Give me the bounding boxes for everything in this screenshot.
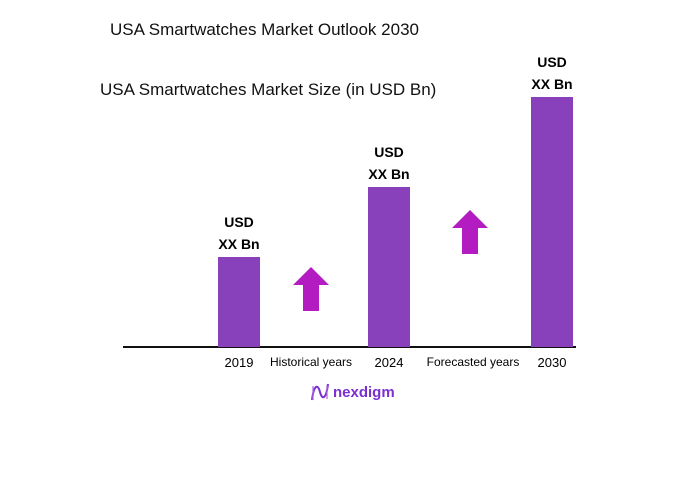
period-label: Forecasted years [427,355,520,369]
bar-2030 [531,97,573,347]
data-label-2019: USD [224,214,254,230]
data-label-2030: XX Bn [531,76,572,92]
chart-title: USA Smartwatches Market Outlook 2030 [110,20,419,39]
chart-subtitle: USA Smartwatches Market Size (in USD Bn) [100,80,437,99]
bar-2019 [218,257,260,347]
x-tick-label: 2030 [538,355,567,370]
period-label: Historical years [270,355,352,369]
data-label-2030: USD [537,54,567,70]
bar-2024 [368,187,410,347]
x-tick-label: 2019 [225,355,254,370]
nexdigm-logo: nexdigm [310,382,395,402]
growth-arrow-icon [293,267,329,311]
logo-text: nexdigm [333,383,395,401]
data-label-2024: XX Bn [368,166,409,182]
x-tick-label: 2024 [375,355,404,370]
data-label-2019: XX Bn [218,236,259,252]
data-label-2024: USD [374,144,404,160]
nexdigm-wave-icon [311,383,329,401]
growth-arrow-icon [452,210,488,254]
